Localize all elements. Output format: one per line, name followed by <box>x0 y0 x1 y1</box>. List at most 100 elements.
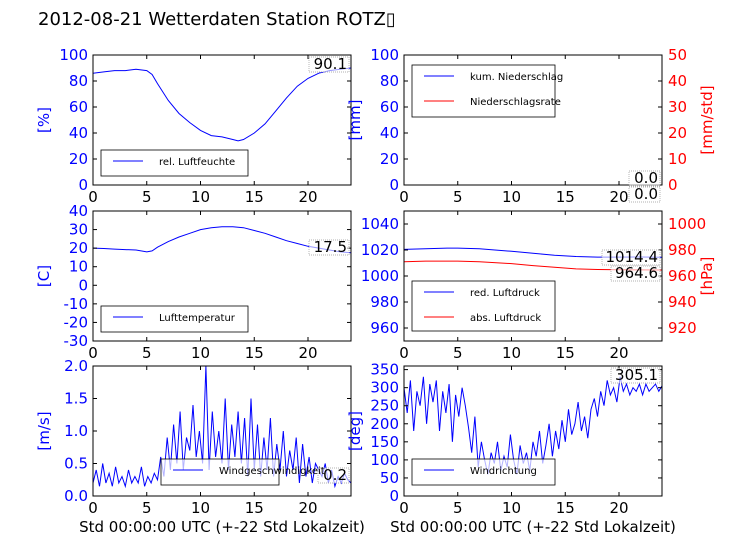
value-annotation-box <box>317 467 350 484</box>
legend-label: abs. Luftdruck <box>470 313 541 324</box>
y-tick-label: 10 <box>69 258 88 276</box>
y-right-tick-label: 10 <box>668 150 687 168</box>
x-tick-label: 5 <box>142 188 152 206</box>
series-line-windrichtung <box>404 376 662 475</box>
y-tick-label: 1040 <box>361 215 399 233</box>
series-line-lufttemperatur <box>93 226 351 254</box>
legend: Windgeschwindigkeit <box>160 458 325 486</box>
current-value-annotation: 90.1 <box>314 55 347 73</box>
x-tick-label: 0 <box>399 344 409 362</box>
y-tick-label: 200 <box>370 415 399 433</box>
x-tick-label: 10 <box>191 344 210 362</box>
y-tick-label: 1.5 <box>64 390 88 408</box>
x-tick-label: 15 <box>556 499 575 517</box>
x-tick-label: 5 <box>142 499 152 517</box>
y-tick-label: 0.5 <box>64 455 88 473</box>
y-tick-label: -20 <box>64 313 89 331</box>
legend-label: Windgeschwindigkeit <box>219 466 325 477</box>
y-tick-label: 300 <box>370 379 399 397</box>
value-annotation-box <box>308 239 350 256</box>
chart-precipitation: 0 5 10 15 20 0 20 40 60 80 100 0 10 20 30 40 50 [mm] [mm/s… <box>346 46 716 206</box>
legend: rel. Luftfeuchte <box>100 149 249 177</box>
y-right-tick-label: 0 <box>668 176 678 194</box>
x-tick-label: 20 <box>609 188 628 206</box>
legend-box <box>411 280 556 332</box>
y-tick-label: 1020 <box>361 241 399 259</box>
x-tick-label: 0 <box>399 499 409 517</box>
chart-humidity: 0 5 10 15 20 0 20 40 60 80 100 [%] 90.1 rel. Luftfeuc… <box>35 46 352 206</box>
figure-title-text: 2012-08-21 Wetterdaten Station ROTZ <box>38 9 386 30</box>
x-tick-label: 0 <box>399 188 409 206</box>
legend-label: rel. Luftfeuchte <box>159 157 235 168</box>
y-tick-label: 30 <box>69 221 88 239</box>
y-tick-label: 20 <box>69 239 88 257</box>
current-value-annotation: 0.0 <box>634 169 658 187</box>
legend-box <box>160 458 280 486</box>
legend-label: Niederschlagsrate <box>470 97 561 108</box>
legend-label: red. Luftdruck <box>470 288 540 299</box>
y-tick-label: 60 <box>69 98 88 116</box>
legend-box <box>411 458 556 486</box>
y-right-tick-label: 940 <box>668 293 697 311</box>
y-axis-label: [mm] <box>346 100 364 141</box>
y-right-tick-label: 960 <box>668 267 697 285</box>
series-line-rel-luftfeuchte <box>93 67 351 142</box>
missing-glyph-icon: ▯ <box>385 9 396 30</box>
legend: kum. Niederschlag Niederschlagsrate <box>411 64 563 118</box>
x-tick-label: 15 <box>245 188 264 206</box>
y-tick-label: 2.0 <box>64 357 88 375</box>
y-right-tick-label: 980 <box>668 241 697 259</box>
legend-label: Lufttemperatur <box>159 313 236 324</box>
y-tick-label: -10 <box>64 295 89 313</box>
y-tick-label: 0 <box>389 176 399 194</box>
legend-box <box>100 305 249 333</box>
y-axis-label: [m/s] <box>35 411 53 450</box>
x-tick-label: 10 <box>191 188 210 206</box>
y-tick-label: 100 <box>370 46 399 64</box>
value-annotation-box <box>601 249 661 266</box>
x-tick-label: 20 <box>609 344 628 362</box>
plot-frame <box>403 54 663 186</box>
y-tick-label: 80 <box>380 72 399 90</box>
y-tick-label: 40 <box>69 124 88 142</box>
legend: Lufttemperatur <box>100 305 249 333</box>
plot-frame <box>92 54 352 186</box>
chart-pressure: 0 5 10 15 20 960 980 1000 1020 1040 920 940 960 980 10… <box>361 210 716 362</box>
y-tick-label: 20 <box>69 150 88 168</box>
y-tick-label: 250 <box>370 397 399 415</box>
chart-wind-speed: 0 5 10 15 20 0.0 0.5 1.0 1.5 2.0 [m/s] Std 00:00:00… <box>35 357 365 536</box>
y-tick-label: 960 <box>370 319 399 337</box>
legend-label: kum. Niederschlag <box>470 72 563 83</box>
current-value-annotation: 0.2 <box>323 466 347 484</box>
x-tick-label: 15 <box>245 344 264 362</box>
y-right-axis-label: [mm/std] <box>698 85 716 154</box>
value-annotation-box <box>628 170 661 187</box>
y-tick-label: 60 <box>380 98 399 116</box>
x-tick-label: 20 <box>298 188 317 206</box>
x-tick-label: 5 <box>453 344 463 362</box>
y-tick-label: 980 <box>370 293 399 311</box>
legend: red. Luftdruck abs. Luftdruck <box>411 280 556 332</box>
current-value-annotation: 0.0 <box>634 185 658 203</box>
x-tick-label: 15 <box>245 499 264 517</box>
x-axis-label: Std 00:00:00 UTC (+-22 Std Lokalzeit) <box>79 518 365 536</box>
y-axis-label: [C] <box>35 265 53 287</box>
current-value-annotation: 305.1 <box>615 366 658 384</box>
y-tick-label: 0 <box>78 176 88 194</box>
y-right-tick-label: 920 <box>668 319 697 337</box>
legend-box <box>100 149 249 177</box>
x-tick-label: 5 <box>142 344 152 362</box>
x-tick-label: 20 <box>298 344 317 362</box>
y-right-tick-label: 20 <box>668 124 687 142</box>
y-tick-label: 80 <box>69 72 88 90</box>
y-tick-label: 100 <box>370 451 399 469</box>
y-tick-label: 40 <box>380 124 399 142</box>
y-tick-label: 0 <box>78 276 88 294</box>
legend-box <box>411 64 556 118</box>
y-tick-label: -30 <box>64 332 89 350</box>
y-axis-label: [deg] <box>346 411 364 451</box>
current-value-annotation: 17.5 <box>314 238 347 256</box>
